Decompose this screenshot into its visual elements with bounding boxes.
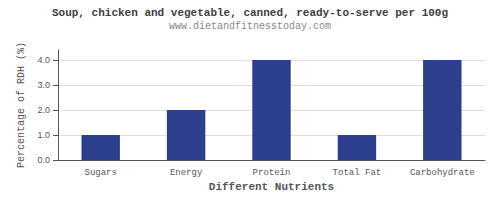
- svg-text:Percentage of RDH (%): Percentage of RDH (%): [16, 42, 27, 168]
- svg-text:0.0: 0.0: [37, 155, 50, 165]
- svg-text:Total Fat: Total Fat: [333, 168, 382, 178]
- svg-text:Protein: Protein: [253, 168, 291, 178]
- svg-text:Energy: Energy: [170, 168, 203, 178]
- svg-text:1.0: 1.0: [37, 130, 50, 140]
- svg-text:Different Nutrients: Different Nutrients: [209, 181, 334, 193]
- svg-text:Sugars: Sugars: [84, 168, 116, 178]
- svg-text:4.0: 4.0: [37, 55, 50, 65]
- svg-text:Carbohydrate: Carbohydrate: [410, 168, 475, 178]
- svg-text:2.0: 2.0: [37, 105, 50, 115]
- svg-text:Soup, chicken and vegetable, c: Soup, chicken and vegetable, canned, rea…: [52, 7, 448, 19]
- svg-text:www.dietandfitnesstoday.com: www.dietandfitnesstoday.com: [169, 21, 331, 32]
- svg-text:3.0: 3.0: [37, 80, 50, 90]
